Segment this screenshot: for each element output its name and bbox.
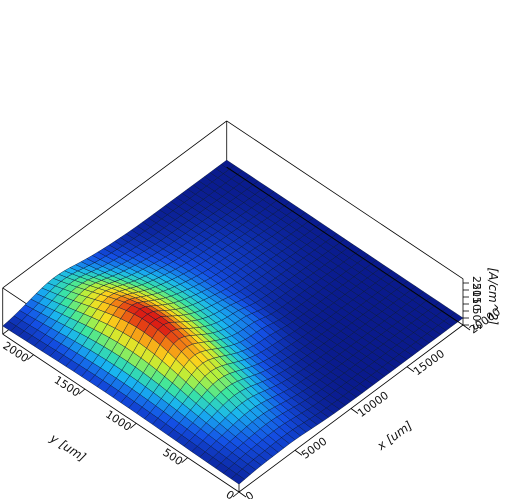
y-axis-title: y [um]: [47, 431, 89, 465]
box-edge: [226, 166, 464, 326]
y-tick: [130, 423, 137, 429]
y-tick: [78, 388, 86, 395]
x-tick: [294, 449, 303, 456]
box-edge: [226, 120, 464, 280]
y-tick: [27, 354, 34, 361]
x-tick-label: 5000: [299, 435, 329, 462]
y-tick-label: 0: [223, 488, 236, 499]
y-tick: [232, 491, 240, 498]
x-axis-title: x [um]: [374, 418, 415, 453]
y-tick-label: 500: [160, 446, 185, 468]
z-tick-label: 15: [470, 290, 483, 304]
box-edge: [2, 120, 227, 289]
x-tick-label: 0: [243, 489, 256, 499]
x-tick: [462, 324, 471, 331]
z-tick-label: 10: [470, 297, 483, 311]
z-axis-title: [A/cm^2]: [486, 268, 500, 326]
x-tick: [406, 366, 415, 373]
z-tick-label: 5: [470, 308, 483, 315]
z-tick-label: -5: [470, 320, 483, 331]
box-edge: [2, 333, 240, 493]
z-tick-label: 20: [470, 283, 483, 297]
x-tick: [238, 491, 247, 498]
surface-cell: [230, 473, 245, 485]
z-tick-label: 25: [470, 276, 483, 290]
y-tick: [181, 457, 188, 463]
x-tick: [350, 408, 359, 414]
surface-mesh: [2, 159, 464, 485]
z-tick-label: 0: [470, 315, 483, 322]
